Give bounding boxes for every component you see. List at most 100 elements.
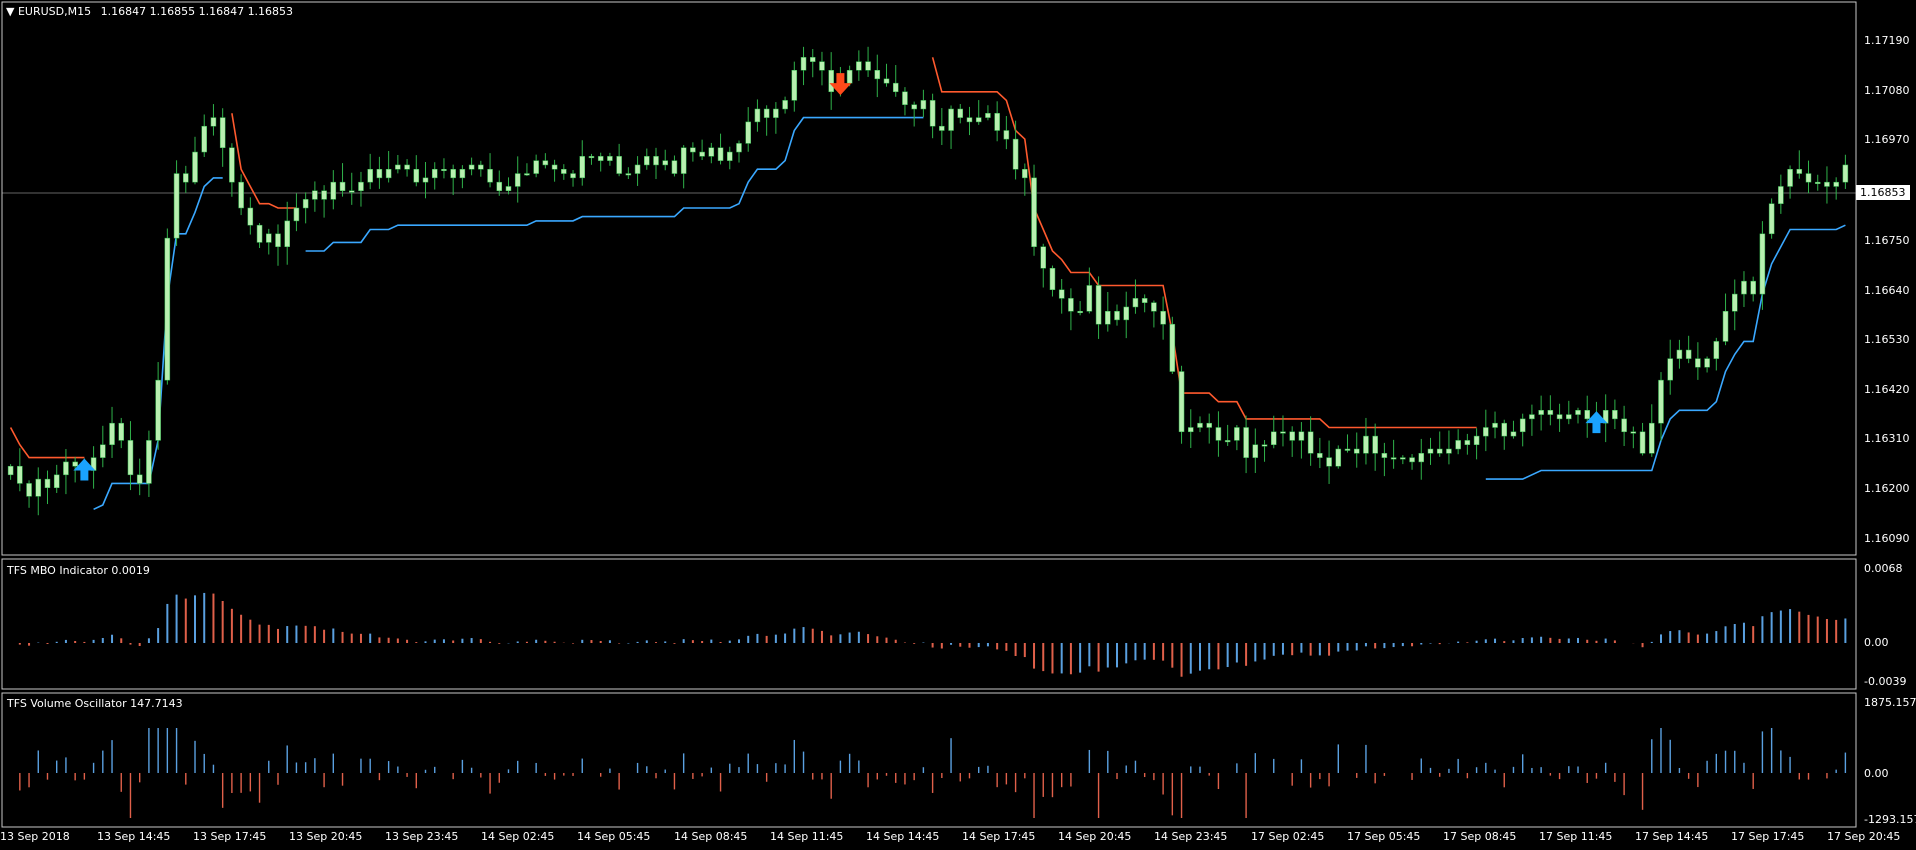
candle-body — [155, 379, 161, 441]
candle-body — [293, 207, 300, 222]
candle-body — [1086, 285, 1093, 312]
candle-body — [183, 173, 189, 183]
candle-body — [450, 168, 456, 179]
candle-body — [1178, 371, 1185, 433]
vol-axis-tick: -1293.1573 — [1864, 813, 1916, 826]
candle-body — [468, 164, 475, 170]
candle-body — [164, 237, 171, 381]
candle-body — [957, 108, 964, 118]
candle-body — [1234, 427, 1240, 441]
candle-body — [413, 168, 420, 183]
candle-body — [219, 117, 226, 148]
candle-body — [570, 173, 576, 179]
candle-body — [1151, 302, 1157, 312]
candle-body — [680, 147, 687, 174]
time-tick: 17 Sep 02:45 — [1251, 830, 1325, 843]
buy-arrow-icon — [73, 458, 96, 481]
candle-body — [1400, 457, 1406, 460]
candle-body — [146, 440, 152, 484]
candle-body — [1409, 457, 1415, 463]
candle-body — [118, 422, 124, 441]
candle-body — [819, 61, 825, 71]
candle-body — [975, 117, 982, 123]
candle-body — [1188, 427, 1194, 433]
candle-body — [865, 61, 871, 71]
candle-body — [810, 57, 816, 62]
main-price-pane — [1, 1, 1857, 556]
candle-body — [653, 156, 659, 166]
price-tick: 1.16200 — [1864, 482, 1910, 495]
time-tick: 14 Sep 23:45 — [1154, 830, 1228, 843]
candle-body — [192, 151, 198, 183]
candle-body — [1105, 311, 1111, 325]
candle-body — [1667, 358, 1673, 381]
candle-body — [828, 70, 834, 93]
candle-body — [763, 108, 770, 118]
candle-body — [985, 113, 991, 118]
candle-body — [939, 125, 945, 131]
candle-body — [496, 181, 503, 192]
mbo-axis-tick: 0.00 — [1864, 636, 1889, 649]
time-tick: 14 Sep 20:45 — [1058, 830, 1132, 843]
candle-body — [1584, 410, 1590, 420]
candle-body — [1483, 427, 1489, 437]
candle-body — [1252, 444, 1259, 458]
time-tick: 13 Sep 17:45 — [193, 830, 267, 843]
mbo-pane-frame — [1, 558, 1857, 690]
candle-body — [892, 82, 899, 93]
time-tick: 13 Sep 20:45 — [289, 830, 363, 843]
candle-body — [800, 57, 807, 71]
candle-body — [53, 474, 60, 488]
header-dropdown-icon[interactable]: ▼ — [6, 5, 15, 18]
candle-body — [1722, 311, 1729, 342]
candle-body — [597, 156, 604, 161]
candle-body — [524, 173, 530, 176]
time-tick: 17 Sep 14:45 — [1635, 830, 1709, 843]
candle-body — [376, 168, 383, 179]
candle-body — [1436, 448, 1443, 454]
vol-pane-frame — [1, 692, 1857, 828]
time-tick: 17 Sep 17:45 — [1731, 830, 1805, 843]
candle-body — [727, 151, 733, 161]
candle-body — [72, 461, 78, 467]
mbo-indicator-pane — [1, 558, 1857, 690]
candle-body — [1556, 414, 1563, 420]
buy-arrow-icon — [1585, 411, 1608, 434]
candle-body — [441, 168, 447, 171]
time-tick: 14 Sep 11:45 — [770, 830, 844, 843]
candle-body — [109, 422, 115, 445]
candle-body — [1750, 280, 1756, 295]
candle-body — [1676, 349, 1683, 359]
candle-body — [1805, 173, 1812, 183]
candle-body — [966, 117, 973, 123]
candle-body — [1529, 414, 1535, 420]
vol-axis-tick: 1875.1573 — [1864, 696, 1916, 709]
candle-body — [201, 125, 207, 153]
candle-body — [1732, 293, 1738, 312]
candle-body — [1695, 358, 1701, 368]
time-tick: 14 Sep 08:45 — [674, 830, 748, 843]
candle-body — [902, 91, 908, 105]
candle-body — [1160, 311, 1166, 325]
candle-body — [1353, 448, 1360, 454]
candle-body — [607, 156, 613, 161]
time-tick: 14 Sep 02:45 — [481, 830, 555, 843]
candle-body — [1768, 203, 1775, 235]
candle-body — [1169, 323, 1176, 372]
candle-body — [1685, 349, 1692, 359]
candle-body — [1455, 440, 1461, 450]
candle-body — [1547, 410, 1554, 415]
candle-body — [247, 207, 254, 226]
candle-body — [920, 100, 927, 110]
vol-axis-tick: 0.00 — [1864, 767, 1889, 780]
candle-body — [1658, 379, 1664, 424]
candle-body — [1363, 435, 1369, 454]
current-price-badge: 1.16853 — [1856, 185, 1910, 200]
candle-body — [1068, 298, 1074, 312]
price-tick: 1.16310 — [1864, 432, 1910, 445]
candle-body — [459, 168, 466, 179]
candle-body — [339, 181, 346, 192]
candle-body — [1132, 298, 1139, 308]
time-tick: 13 Sep 14:45 — [97, 830, 171, 843]
candle-body — [1566, 414, 1572, 420]
